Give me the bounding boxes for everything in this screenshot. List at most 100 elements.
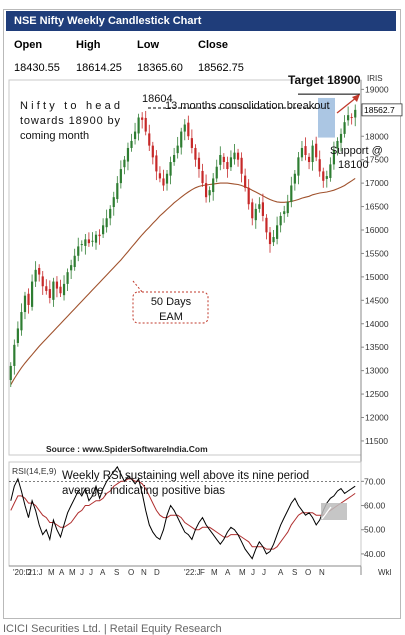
candle-body <box>9 365 12 380</box>
candle-body <box>219 155 222 165</box>
candle-body <box>222 156 225 163</box>
y-tick-label: 16000 <box>365 225 389 235</box>
candle-body <box>73 255 76 268</box>
breakout-zone-box <box>318 97 335 138</box>
candle-body <box>297 157 300 176</box>
candle-body <box>13 344 16 366</box>
y-tick-label: 16500 <box>365 202 389 212</box>
candle-body <box>62 283 66 296</box>
ema-50-line <box>10 177 356 385</box>
target-label: Target 18900 <box>288 73 361 87</box>
candle-body <box>151 145 154 158</box>
consolidation-label: 13 months consolidation breakout <box>165 100 330 112</box>
x-tick-label: S <box>292 568 297 577</box>
x-tick-label: O <box>128 568 134 577</box>
candle-body <box>204 183 208 198</box>
candle-body <box>148 133 151 146</box>
candle-body <box>208 190 211 196</box>
candle-body <box>254 208 257 221</box>
x-tick-label: F <box>200 568 205 577</box>
candle-body <box>226 162 229 170</box>
y-tick-label: 14500 <box>365 295 389 305</box>
candle-body <box>283 211 286 215</box>
x-tick-label: M <box>211 568 218 577</box>
candle-body <box>293 173 296 184</box>
rsi-line <box>10 465 356 560</box>
candle-body <box>261 202 264 216</box>
x-tick-label: A <box>100 568 106 577</box>
candle-body <box>318 159 321 172</box>
candle-body <box>87 239 90 244</box>
candle-body <box>70 265 73 271</box>
candle-body <box>91 240 94 242</box>
x-tick-label: S <box>114 568 119 577</box>
x-tick-label: A <box>59 568 65 577</box>
rsi-tick-label: 70.00 <box>364 476 386 486</box>
candle-body <box>141 117 144 120</box>
candle-body <box>332 150 336 165</box>
candle-body <box>212 178 215 193</box>
candle-body <box>30 281 34 307</box>
candle-body <box>315 143 318 158</box>
candle-body <box>98 234 101 237</box>
x-tick-label: N <box>141 568 147 577</box>
candle-body <box>311 145 314 163</box>
candle-body <box>354 109 357 118</box>
candle-body <box>165 173 169 184</box>
candle-body <box>236 152 240 160</box>
candle-body <box>176 145 179 154</box>
rsi-annotation-line-2: average, indicating positive bias <box>62 485 225 497</box>
candle-body <box>137 117 140 134</box>
candle-body <box>55 281 59 289</box>
last-price-tag <box>361 103 403 117</box>
candle-body <box>279 215 282 226</box>
candle-body <box>247 187 250 205</box>
candle-body <box>109 208 112 219</box>
x-tick-label: A <box>225 568 231 577</box>
candle-body <box>123 159 126 168</box>
candle-body <box>233 152 236 160</box>
candle-body <box>336 140 339 149</box>
y-tick-label: 17500 <box>365 155 389 165</box>
x-tick-label: M <box>239 568 246 577</box>
candle-body <box>258 204 261 209</box>
y-tick-label: 14000 <box>365 319 389 329</box>
y-tick-label: 13000 <box>365 366 389 376</box>
chart-title: NSE Nifty Weekly Candlestick Chart <box>6 11 396 31</box>
x-tick-label: M <box>48 568 55 577</box>
x-tick-label: J <box>89 568 93 577</box>
candle-body <box>84 239 87 246</box>
candle-body <box>45 286 48 291</box>
rsi-signal-line <box>10 478 356 550</box>
target-arrow-line <box>336 96 358 114</box>
rsi-label: RSI(14,E,9) <box>12 466 57 476</box>
y-tick-label: 12500 <box>365 389 389 399</box>
prior-high-label: 18604 <box>142 93 173 105</box>
target-arrow-head <box>352 94 360 102</box>
y-tick-label: 15000 <box>365 272 389 282</box>
candle-body <box>304 146 307 155</box>
ema-callout-pointer <box>132 280 144 294</box>
candle-body <box>290 185 293 202</box>
candle-body <box>347 115 350 121</box>
support-label-line-1: Support @ <box>330 145 383 157</box>
candle-body <box>158 173 162 179</box>
candle-body <box>23 295 27 313</box>
candle-body <box>215 166 218 179</box>
candle-body <box>77 246 80 256</box>
candle-body <box>183 124 186 132</box>
candle-body <box>52 281 55 300</box>
ema-callout-line-2: EAM <box>159 311 183 323</box>
x-tick-label: N <box>319 568 325 577</box>
candle-body <box>112 197 115 208</box>
candle-body <box>201 170 204 184</box>
x-tick-label: '22:J <box>184 568 201 577</box>
candle-body <box>300 147 304 158</box>
source-label: Source : www.SpiderSoftwareIndia.Com <box>46 444 208 454</box>
outlook-text-line-1: Nifty to head <box>20 100 120 112</box>
candle-body <box>116 183 119 200</box>
candle-body <box>272 237 275 243</box>
outlook-text-line-3: coming month <box>20 130 89 142</box>
x-tick-label: D <box>154 568 160 577</box>
